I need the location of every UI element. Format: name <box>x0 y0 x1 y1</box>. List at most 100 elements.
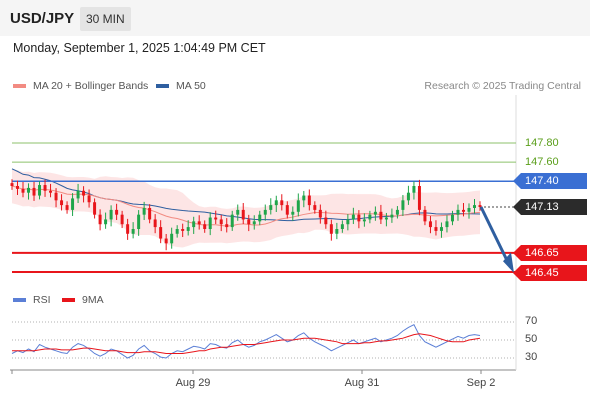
legend-rsi-label: RSI <box>33 294 51 306</box>
rsi-tick-50: 50 <box>525 333 538 345</box>
candle-body <box>203 224 207 229</box>
candle-body <box>27 187 31 193</box>
candle-body <box>115 209 119 215</box>
candle-body <box>291 211 295 215</box>
candle-body <box>164 238 168 244</box>
candle-body <box>346 219 350 225</box>
candle-body <box>302 195 306 201</box>
chart-header: USD/JPY 30 MIN <box>0 0 590 36</box>
candle-body <box>186 227 190 231</box>
candle-body <box>247 219 251 225</box>
candle-body <box>230 214 234 228</box>
candle-body <box>445 221 449 228</box>
candle-body <box>390 214 394 218</box>
support-1-label: 146.65 <box>513 245 587 261</box>
candle-body <box>313 205 317 210</box>
datetime-label: Monday, September 1, 2025 1:04:49 PM CET <box>13 41 266 55</box>
candle-body <box>148 207 152 220</box>
candle-body <box>71 198 75 210</box>
rsi-tick-30: 30 <box>525 351 538 363</box>
candle-body <box>32 187 36 196</box>
candle-body <box>98 214 102 225</box>
candle-body <box>461 209 465 212</box>
candle-body <box>478 205 482 208</box>
candle-body <box>208 217 212 229</box>
candle-body <box>225 224 229 228</box>
legend-ma20-label: MA 20 + Bollinger Bands <box>33 80 149 92</box>
candle-body <box>159 227 163 239</box>
candle-body <box>16 186 20 189</box>
candle-body <box>197 221 201 225</box>
candle-body <box>54 192 58 201</box>
candle-body <box>472 205 476 208</box>
candle-body <box>412 186 416 193</box>
rsi-ma-line <box>12 333 481 354</box>
candle-body <box>362 219 366 222</box>
rsi-swatch-icon <box>13 298 26 302</box>
candle-body <box>379 211 383 220</box>
legend-ma50: MA 50 <box>156 80 206 92</box>
x-tick-aug29: Aug 29 <box>175 377 211 389</box>
candle-body <box>324 217 328 225</box>
candle-body <box>296 200 300 212</box>
credit-label: Research © 2025 Trading Central <box>424 80 581 92</box>
candle-body <box>87 195 91 203</box>
candle-body <box>219 219 223 225</box>
x-tick-sep2: Sep 2 <box>466 377 496 389</box>
candle-body <box>351 214 355 220</box>
legend-9ma: 9MA <box>62 294 104 306</box>
forecast-arrow-head-icon <box>503 252 514 273</box>
candle-body <box>450 214 454 222</box>
candle-body <box>252 221 256 225</box>
candle-body <box>137 214 141 229</box>
candle-body <box>368 214 372 220</box>
candle-body <box>335 229 339 234</box>
candle-body <box>175 229 179 234</box>
candle-body <box>10 183 14 186</box>
last-price-label: 147.13 <box>513 199 587 215</box>
candle-body <box>131 229 135 234</box>
candle-body <box>214 217 218 220</box>
candle-body <box>269 205 273 210</box>
candle-body <box>384 217 388 220</box>
candle-body <box>109 209 113 220</box>
symbol-label: USD/JPY <box>10 10 75 27</box>
candle-body <box>280 200 284 206</box>
candle-body <box>373 211 377 215</box>
candle-body <box>153 219 157 228</box>
9ma-swatch-icon <box>62 298 75 302</box>
candle-body <box>65 205 69 210</box>
candle-body <box>38 185 42 196</box>
candle-body <box>181 229 185 231</box>
legend-ma50-label: MA 50 <box>176 80 206 92</box>
ma20-line <box>11 185 481 227</box>
candle-body <box>423 209 427 222</box>
resistance-2-label: 147.80 <box>525 137 559 149</box>
candle-body <box>241 209 245 220</box>
candle-body <box>263 209 267 215</box>
candle-body <box>428 221 432 228</box>
candle-body <box>401 200 405 210</box>
candle-body <box>170 233 174 244</box>
candle-body <box>318 209 322 218</box>
legend-9ma-label: 9MA <box>82 294 104 306</box>
candle-body <box>104 219 108 225</box>
candle-body <box>340 224 344 229</box>
candle-body <box>467 207 471 212</box>
candle-body <box>93 202 97 215</box>
candle-body <box>285 205 289 215</box>
timeframe-selector[interactable]: 30 MIN <box>80 7 131 31</box>
candle-body <box>274 200 278 206</box>
candle-body <box>49 190 53 193</box>
legend-rsi: RSI <box>13 294 51 306</box>
resistance-1-label: 147.60 <box>525 156 559 168</box>
candle-body <box>406 192 410 201</box>
pivot-label: 147.40 <box>513 173 587 189</box>
candle-body <box>439 227 443 231</box>
candle-body <box>456 209 460 215</box>
candle-body <box>21 188 25 193</box>
candle-body <box>434 227 438 231</box>
ma50-swatch-icon <box>156 84 169 88</box>
candle-body <box>236 209 240 215</box>
